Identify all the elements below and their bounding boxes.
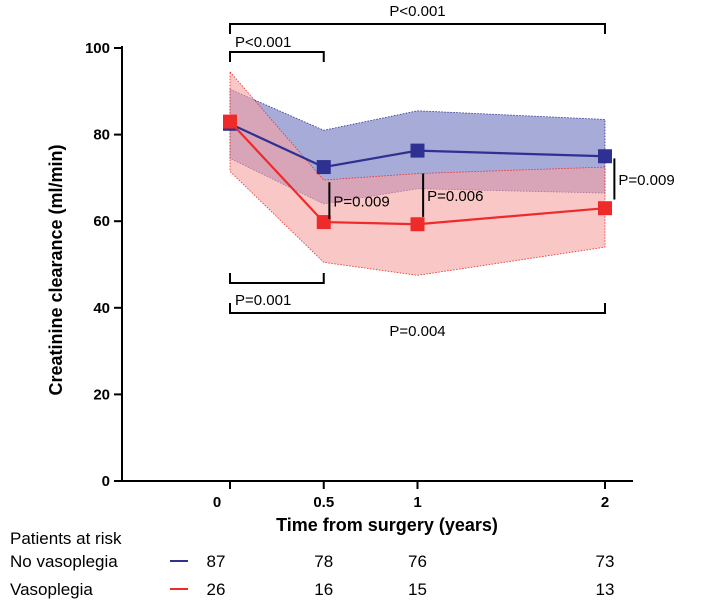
line-no-vasoplegia — [229, 122, 606, 169]
p-value-label: P<0.001 — [235, 34, 291, 51]
x-tick-label: 0 — [213, 494, 221, 511]
risk-value: 73 — [596, 552, 615, 571]
p-value-label: P=0.009 — [333, 194, 389, 211]
point-no-vasoplegia — [316, 160, 331, 175]
x-tick-label: 1 — [413, 494, 421, 511]
point-vasoplegia — [316, 215, 331, 230]
p-value-label: P=0.004 — [389, 323, 445, 340]
x-tick-label: 2 — [601, 494, 609, 511]
point-vasoplegia — [598, 201, 612, 216]
axes: 0 20 40 60 80 100 0 0.5 1 2 — [85, 40, 633, 511]
bracket — [229, 23, 606, 34]
y-tick-label: 60 — [93, 213, 110, 230]
risk-value: 26 — [207, 580, 226, 599]
point-no-vasoplegia — [410, 143, 425, 158]
point-no-vasoplegia — [598, 149, 612, 164]
y-tick-label: 0 — [102, 473, 110, 490]
risk-table-title: Patients at risk — [10, 529, 122, 548]
bracket — [229, 273, 325, 284]
y-tick-label: 20 — [93, 386, 110, 403]
x-axis-title: Time from surgery (years) — [276, 515, 498, 535]
p-value-label: P=0.006 — [427, 188, 483, 205]
point-vasoplegia — [223, 114, 237, 129]
x-tick-label: 0.5 — [313, 494, 334, 511]
point-vasoplegia — [410, 217, 425, 232]
risk-value: 87 — [207, 552, 226, 571]
p-value-label: P<0.001 — [389, 3, 445, 20]
y-tick-label: 80 — [93, 127, 110, 144]
risk-table: Patients at risk No vasoplegia 87 78 76 73 Vas… — [10, 529, 614, 599]
risk-value: 15 — [408, 580, 427, 599]
risk-value: 16 — [314, 580, 333, 599]
risk-row-label: No vasoplegia — [10, 552, 118, 571]
p-value-label: P=0.009 — [618, 172, 674, 189]
p-value-annotations: P<0.001 P<0.001 P=0.001 P=0.004 P=0.009 P=0.0… — [229, 3, 675, 340]
y-tick-label: 40 — [93, 300, 110, 317]
bracket — [229, 51, 325, 62]
band-vasoplegia — [229, 70, 606, 276]
y-axis-title: Creatinine clearance (ml/min) — [46, 144, 66, 395]
bracket — [229, 303, 606, 314]
series-lines — [223, 114, 612, 232]
risk-value: 13 — [596, 580, 615, 599]
risk-row-label: Vasoplegia — [10, 580, 93, 599]
confidence-bands — [229, 70, 606, 276]
risk-value: 76 — [408, 552, 427, 571]
line-vasoplegia — [229, 120, 606, 226]
p-value-label: P=0.001 — [235, 292, 291, 309]
y-tick-label: 100 — [85, 40, 110, 57]
risk-value: 78 — [314, 552, 333, 571]
